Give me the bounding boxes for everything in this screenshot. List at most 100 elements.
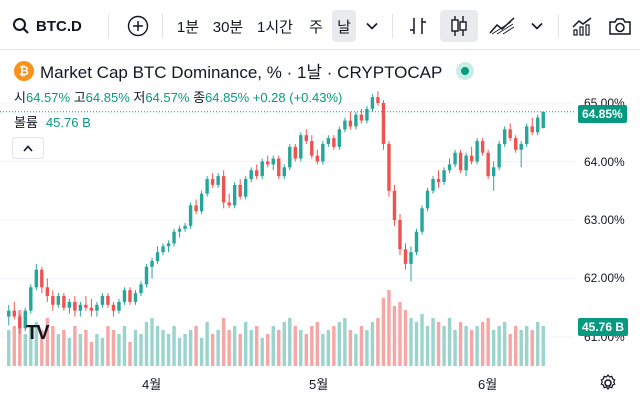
candle-body — [436, 179, 441, 182]
volume-bar — [122, 326, 127, 366]
candles-button[interactable] — [440, 10, 478, 42]
volume-label: 볼륨 — [14, 115, 38, 130]
candle-body — [155, 252, 160, 261]
separator — [108, 14, 109, 38]
gear-icon[interactable] — [598, 373, 618, 393]
candle-body — [464, 155, 468, 171]
volume-value: 45.76 B — [45, 115, 91, 130]
volume-bar — [29, 326, 33, 366]
volume-bar — [337, 322, 342, 366]
volume-bar — [365, 330, 369, 366]
volume-bar — [78, 334, 83, 366]
volume-bar — [243, 322, 248, 366]
candle-body — [144, 266, 149, 285]
volume-bar — [491, 330, 496, 366]
candle-body — [40, 269, 44, 288]
interval-week[interactable]: 주 — [309, 18, 323, 36]
volume-bar — [282, 322, 286, 366]
candle-body — [150, 260, 154, 267]
price-tick: 64.00% — [584, 155, 625, 169]
legend-title[interactable]: Market Cap BTC Dominance, % · 1날 · CRYPT… — [40, 63, 443, 82]
market-status-icon[interactable] — [456, 61, 475, 80]
candle-body — [260, 161, 264, 177]
candle-body — [326, 138, 331, 144]
volume-bar — [23, 334, 27, 366]
symbol-search[interactable]: BTC.D — [8, 10, 92, 42]
candle-body — [491, 167, 496, 177]
volume-bar — [221, 318, 226, 366]
top-toolbar: BTC.D 1분 30분 1시간 주 날 — [0, 0, 640, 50]
volume-bar — [56, 334, 61, 366]
volume-bar — [370, 322, 375, 366]
candle-body — [310, 141, 314, 156]
volume-bar — [210, 334, 215, 366]
candle-body — [18, 316, 22, 329]
volume-bar — [95, 334, 99, 366]
volume-bar — [205, 322, 209, 366]
volume-bar — [458, 322, 463, 366]
candles-icon — [451, 16, 467, 36]
bitcoin-icon: ₿ — [14, 60, 34, 81]
candle-body — [106, 296, 110, 305]
chart-type-dropdown[interactable] — [526, 10, 548, 42]
candle-body — [282, 167, 286, 177]
volume-bar — [40, 330, 44, 366]
change-value: +0.28 (+0.43%) — [252, 90, 343, 105]
volume-bar — [519, 330, 523, 366]
volume-bar — [249, 330, 253, 366]
volume-bar — [238, 334, 242, 366]
last-volume-tag: 45.76 B — [578, 318, 629, 336]
volume-bar — [530, 330, 534, 366]
candle-body — [288, 146, 292, 168]
snapshot-button[interactable] — [604, 10, 636, 42]
volume-bar — [541, 326, 545, 366]
high-value: 64.85% — [85, 90, 130, 105]
add-icon — [127, 15, 149, 37]
volume-bar — [348, 330, 353, 366]
volume-bar — [464, 326, 468, 366]
volume-bar — [84, 330, 88, 366]
search-icon — [13, 18, 29, 34]
indicators-button[interactable] — [566, 10, 598, 42]
volume-bar — [111, 330, 116, 366]
interval-1h[interactable]: 1시간 — [257, 18, 293, 36]
candle-body — [381, 103, 386, 144]
candle-body — [12, 310, 16, 317]
candle-body — [469, 155, 474, 162]
collapse-legend-button[interactable] — [12, 137, 44, 159]
volume-bar — [508, 334, 512, 366]
interval-30m[interactable]: 30분 — [212, 18, 244, 36]
candle-body — [194, 205, 198, 212]
volume-bar — [293, 326, 297, 366]
candle-body — [541, 111, 545, 129]
separator — [162, 14, 163, 38]
interval-dropdown[interactable] — [360, 10, 384, 42]
volume-bar — [188, 330, 193, 366]
volume-bar — [172, 326, 176, 366]
candle-body — [304, 135, 309, 142]
time-tick: 4월 — [142, 377, 162, 392]
low-label: 저 — [133, 90, 146, 105]
compare-button[interactable] — [122, 10, 154, 42]
candle-body — [73, 301, 77, 311]
candle-body — [453, 152, 457, 165]
camera-icon — [609, 18, 631, 35]
candle-body — [293, 146, 297, 159]
candle-body — [277, 158, 281, 177]
area-chart-button[interactable] — [484, 10, 520, 42]
candle-body — [205, 179, 209, 194]
interval-day[interactable]: 날 — [332, 10, 356, 42]
candle-body — [420, 208, 424, 232]
candle-body — [337, 129, 342, 147]
candle-body — [392, 190, 397, 220]
candle-body — [398, 220, 402, 250]
candle-body — [29, 287, 33, 311]
volume-bar — [89, 342, 94, 366]
candle-body — [255, 170, 259, 177]
volume-bar — [431, 318, 435, 366]
bar-chart-button[interactable] — [402, 10, 434, 42]
interval-1m[interactable]: 1분 — [176, 18, 200, 36]
ohlc-values: 시64.57% 고64.85% 저64.57% 종64.85% +0.28 (+… — [14, 87, 342, 106]
price-chart[interactable] — [0, 51, 640, 401]
tradingview-logo[interactable]: TV — [26, 322, 50, 344]
